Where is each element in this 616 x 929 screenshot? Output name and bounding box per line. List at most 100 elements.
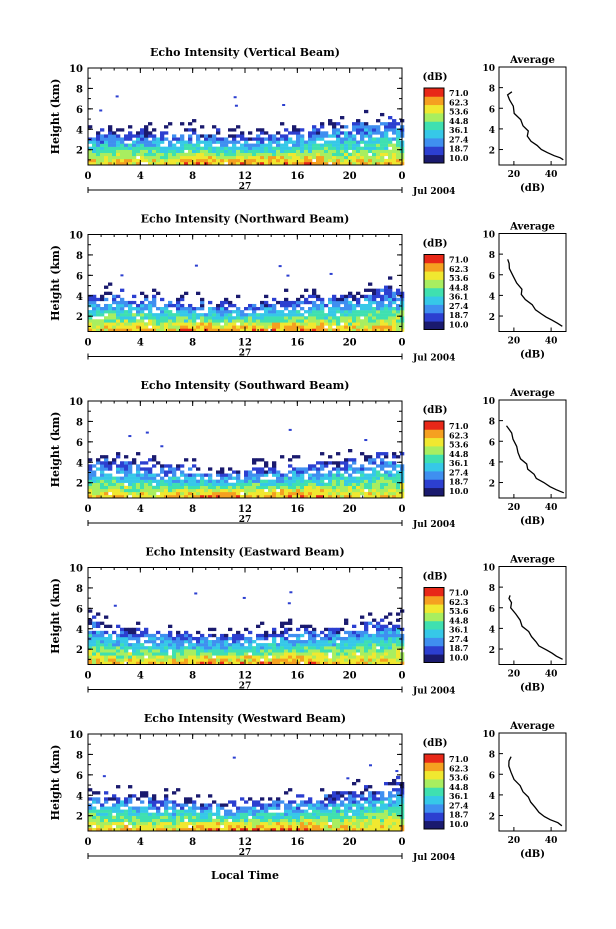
heatmap-cell xyxy=(396,488,401,493)
heatmap-cell xyxy=(208,652,213,656)
heatmap-cell xyxy=(244,491,249,496)
heatmap-cell xyxy=(316,131,321,135)
heatmap-cell xyxy=(344,125,349,129)
heatmap-cell xyxy=(352,458,357,462)
heatmap-cell xyxy=(220,325,225,329)
heatmap-cell xyxy=(324,824,329,829)
heatmap-cells xyxy=(88,591,405,665)
heatmap-cell xyxy=(164,464,169,468)
heatmap-cell xyxy=(216,658,221,662)
heatmap-cell xyxy=(384,455,389,459)
heatmap-cell xyxy=(196,630,201,635)
colorbar-swatch xyxy=(424,604,444,613)
heatmap-cell xyxy=(208,310,213,314)
heatmap-cell xyxy=(328,307,333,311)
heatmap-cell xyxy=(160,313,165,317)
heatmap-cell xyxy=(92,800,97,804)
heatmap-cell xyxy=(336,652,341,656)
heatmap-cell xyxy=(116,785,121,789)
heatmap-cell xyxy=(384,134,389,138)
heatmap-cell xyxy=(140,633,145,638)
heatmap-cell xyxy=(380,655,385,659)
heatmap-cell xyxy=(372,485,377,490)
colorbar-swatch xyxy=(424,629,444,638)
heatmap-cell xyxy=(384,821,389,826)
average-frame xyxy=(498,732,567,832)
heatmap-cell xyxy=(204,821,209,826)
heatmap-cell xyxy=(172,473,177,477)
heatmap-cell xyxy=(168,316,173,320)
heatmap-cell xyxy=(88,149,93,154)
heatmap-cell xyxy=(276,824,281,829)
heatmap-cell xyxy=(308,797,313,801)
heatmap-cell xyxy=(132,158,137,163)
heatmap-cell xyxy=(184,640,189,644)
heatmap-cell xyxy=(316,149,321,154)
heatmap-cell xyxy=(368,821,373,826)
heatmap-cell xyxy=(320,322,325,326)
heatmap-cell xyxy=(320,658,325,662)
heatmap-cell xyxy=(368,803,373,807)
heatmap-cell xyxy=(384,809,389,813)
heatmap-cell xyxy=(208,824,213,829)
heatmap-cell xyxy=(340,294,345,299)
heatmap-cell xyxy=(180,646,185,650)
heatmap-cell xyxy=(396,618,401,622)
heatmap-cell xyxy=(228,316,233,320)
colorbar-tick-label: 36.1 xyxy=(449,292,468,302)
heatmap-cell xyxy=(200,146,205,150)
heatmap-cell xyxy=(92,488,97,493)
heatmap-cell xyxy=(104,615,109,619)
heatmap-cell xyxy=(104,319,109,323)
heatmap-cell xyxy=(360,658,365,662)
heatmap-cell xyxy=(196,658,201,662)
heatmap-cell xyxy=(136,636,141,641)
heatmap-cell xyxy=(192,310,197,314)
heatmap-cell xyxy=(224,137,229,141)
average-y-tick-label: 2 xyxy=(489,313,495,323)
heatmap-cell xyxy=(156,800,161,804)
heatmap-cell xyxy=(272,134,277,138)
heatmap-cell xyxy=(336,452,341,456)
heatmap-cell xyxy=(288,146,293,150)
heatmap-cell xyxy=(244,652,249,656)
heatmap-cell xyxy=(192,821,197,826)
heatmap-cell xyxy=(296,455,301,459)
heatmap-cell xyxy=(200,649,205,653)
heatmap-cell xyxy=(312,479,317,483)
heatmap-cell xyxy=(88,621,93,625)
average-y-tick-label: 4 xyxy=(489,292,495,302)
heatmap-cell xyxy=(164,319,169,323)
heatmap-cell xyxy=(224,494,229,499)
heatmap-cell xyxy=(88,809,93,813)
heatmap-cell xyxy=(244,821,249,826)
heatmap-cell xyxy=(376,303,381,308)
heatmap-cell xyxy=(396,815,401,820)
heatmap-cell xyxy=(380,122,385,126)
heatmap-cell xyxy=(384,140,389,144)
heatmap-cell xyxy=(368,467,373,471)
heatmap-cell xyxy=(316,303,321,308)
heatmap-cell xyxy=(96,818,101,823)
heatmap-cell xyxy=(234,104,238,107)
heatmap-cell xyxy=(384,131,389,135)
heatmap-cell xyxy=(388,621,393,625)
heatmap-cell xyxy=(192,661,197,665)
heatmap-cell xyxy=(256,488,261,493)
heatmap-cell xyxy=(272,488,277,493)
heatmap-cell xyxy=(248,821,253,826)
heatmap-cell xyxy=(132,482,137,487)
heatmap-cell xyxy=(100,313,105,317)
heatmap-cell xyxy=(116,140,121,144)
heatmap-cell xyxy=(380,815,385,820)
heatmap-cell xyxy=(260,140,265,144)
heatmap-cell xyxy=(348,307,353,311)
heatmap-cell xyxy=(188,636,193,641)
heatmap-cell xyxy=(160,658,165,662)
heatmap-cell xyxy=(188,818,193,823)
heatmap-cell xyxy=(224,473,229,477)
heatmap-cell xyxy=(276,646,281,650)
heatmap-cell xyxy=(312,143,317,147)
heatmap-cell xyxy=(284,658,289,662)
heatmap-cell xyxy=(148,322,153,326)
